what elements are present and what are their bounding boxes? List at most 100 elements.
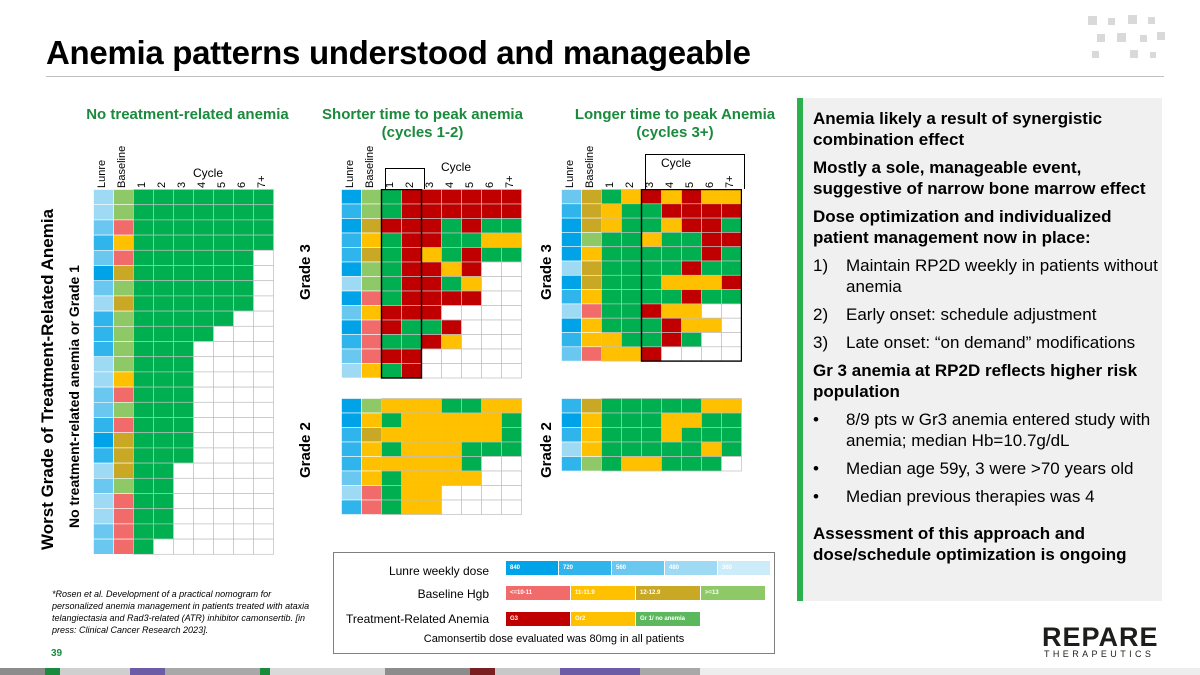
cycle-anemia-cell <box>401 412 422 428</box>
cycle-anemia-cell <box>681 346 702 362</box>
cycle-anemia-cell <box>681 398 702 414</box>
cycle-anemia-cell <box>133 265 154 282</box>
baseline-hgb-cell <box>113 310 134 327</box>
cycle-anemia-cell <box>501 334 522 350</box>
cycle-anemia-cell <box>381 203 402 219</box>
legend-hgb-label: Baseline Hgb <box>417 587 489 601</box>
summary-heading-dose-opt: Dose optimization and individualized pat… <box>813 207 1112 247</box>
cycle-anemia-cell <box>193 341 214 358</box>
numbered-item: 3) Late onset: “on demand” modifications <box>813 333 1136 352</box>
cycle-anemia-cell <box>401 232 422 248</box>
cycle-anemia-cell <box>193 265 214 282</box>
cycle-anemia-cell <box>501 305 522 321</box>
cycle-anemia-cell <box>661 303 682 319</box>
baseline-hgb-cell <box>361 203 382 219</box>
baseline-hgb-cell <box>361 334 382 350</box>
summary-accent-bar <box>797 98 803 601</box>
cycle-anemia-cell <box>701 398 722 414</box>
lunre-dose-cell <box>561 246 582 262</box>
highlight-box <box>640 189 742 362</box>
cycle-anemia-cell <box>193 189 214 206</box>
cycle-anemia-cell <box>193 401 214 418</box>
cycle-anemia-cell <box>233 204 254 221</box>
bullet-item: • Median age 59y, 3 were >70 years old <box>813 459 1134 478</box>
cycle-anemia-cell <box>481 412 502 428</box>
baseline-hgb-cell <box>361 456 382 472</box>
cycle-anemia-cell <box>441 203 462 219</box>
lunre-dose-cell <box>341 456 362 472</box>
cycle-anemia-cell <box>233 417 254 434</box>
cycle-anemia-cell <box>601 289 622 305</box>
baseline-hgb-cell <box>361 319 382 335</box>
cycle-anemia-cell <box>133 310 154 327</box>
summary-heading-synergy: Anemia likely a result of synergistic co… <box>813 109 1103 149</box>
cycle-anemia-cell <box>481 247 502 263</box>
baseline-hgb-cell <box>361 485 382 501</box>
cycle-anemia-cell <box>381 276 402 292</box>
no-anemia-cycle-5-header: 5 <box>216 181 228 188</box>
cycle-anemia-cell <box>681 441 702 457</box>
cycle-anemia-cell <box>213 325 234 342</box>
cycle-anemia-cell <box>621 189 642 205</box>
cycle-anemia-cell <box>173 538 194 555</box>
cycle-anemia-cell <box>213 401 234 418</box>
cycle-anemia-cell <box>601 203 622 219</box>
cycle-anemia-cell <box>481 348 502 364</box>
grid-shorter-grade2 <box>341 398 522 515</box>
cycle-anemia-cell <box>213 341 234 358</box>
cycle-anemia-cell <box>253 189 274 206</box>
cycle-anemia-cell <box>501 261 522 277</box>
cycle-anemia-cell <box>153 310 174 327</box>
legend-footer: Camonsertib dose evaluated was 80mg in a… <box>423 633 685 645</box>
cycle-anemia-cell <box>701 412 722 428</box>
cycle-anemia-cell <box>721 346 742 362</box>
cycle-anemia-cell <box>253 477 274 494</box>
cycle-anemia-cell <box>233 432 254 449</box>
cycle-anemia-cell <box>133 341 154 358</box>
cycle-anemia-cell <box>421 319 442 335</box>
cycle-anemia-cell <box>441 363 462 379</box>
y-axis-outer-label: Worst Grade of Treatment-Related Anemia <box>38 208 57 550</box>
cycle-anemia-cell <box>661 203 682 219</box>
baseline-hgb-cell <box>361 232 382 248</box>
cycle-anemia-cell <box>501 363 522 379</box>
cycle-anemia-cell <box>721 232 742 248</box>
cycle-anemia-cell <box>501 441 522 457</box>
baseline-hgb-cell <box>361 290 382 306</box>
lunre-dose-cell <box>561 275 582 290</box>
cycle-anemia-cell <box>641 260 662 276</box>
cycle-anemia-cell <box>233 341 254 358</box>
cycle-anemia-cell <box>253 493 274 510</box>
legend-swatch: Gr2 <box>571 612 635 626</box>
cycle-anemia-cell <box>661 398 682 414</box>
lunre-dose-cell <box>93 523 114 540</box>
baseline-hgb-cell <box>113 523 134 540</box>
cycle-anemia-cell <box>681 427 702 443</box>
lunre-dose-cell <box>93 417 114 433</box>
cycle-anemia-cell <box>401 247 422 263</box>
cycle-anemia-cell <box>641 289 662 305</box>
cycle-anemia-cell <box>133 538 154 555</box>
cycle-anemia-cell <box>701 217 722 233</box>
cycle-anemia-cell <box>401 427 422 443</box>
panel-title-no-anemia: No treatment-related anemia <box>86 106 289 123</box>
cycle-anemia-cell <box>253 386 274 403</box>
lunre-dose-cell <box>93 538 114 555</box>
cycle-anemia-cell <box>213 477 234 494</box>
legend-anemia-label: Treatment-Related Anemia <box>346 612 489 626</box>
legend-swatch: G3 <box>506 612 570 626</box>
shorter-cycle-5-header: 5 <box>464 181 476 188</box>
cycle-anemia-cell <box>421 456 442 472</box>
cycle-anemia-cell <box>441 305 462 321</box>
cycle-anemia-cell <box>621 260 642 276</box>
lunre-dose-cell <box>341 247 362 263</box>
cycle-anemia-cell <box>441 319 462 335</box>
cycle-anemia-cell <box>133 477 154 494</box>
cycle-anemia-cell <box>233 401 254 418</box>
cycle-anemia-cell <box>173 432 194 449</box>
lunre-dose-cell <box>341 398 362 414</box>
lunre-dose-cell <box>341 427 362 443</box>
cycle-anemia-cell <box>381 261 402 277</box>
cycle-anemia-cell <box>681 274 702 290</box>
cycle-anemia-cell <box>621 232 642 248</box>
